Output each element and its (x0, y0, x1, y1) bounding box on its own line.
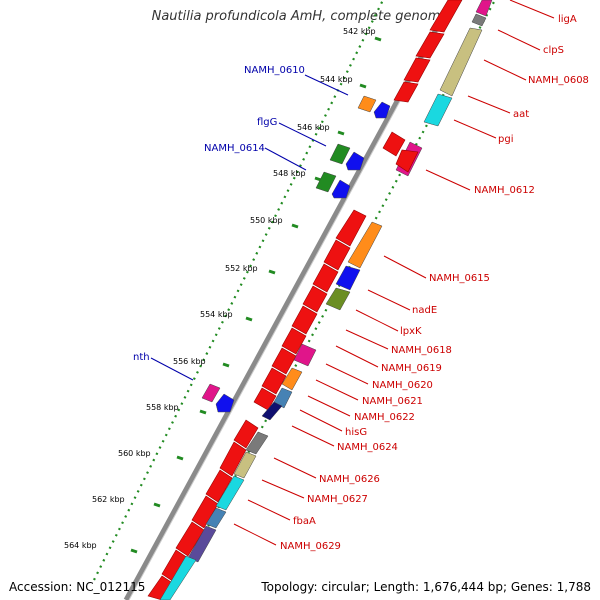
NAMH_0629-block (205, 507, 227, 529)
label-nth: nth (133, 352, 150, 363)
cds-arrow (205, 469, 233, 503)
tick-label-550: 550 kbp (250, 216, 283, 225)
cds-arrow (323, 239, 351, 271)
label-aat: aat (513, 109, 529, 120)
label-NAMH_0619: NAMH_0619 (381, 363, 442, 374)
label-flgG: flgG (257, 117, 277, 128)
NAMH_0614-arrow (331, 179, 351, 199)
label-ligA: ligA (558, 14, 577, 25)
label-NAMH_0629: NAMH_0629 (280, 541, 341, 552)
label-NAMH_0621: NAMH_0621 (362, 396, 423, 407)
clpS-block (471, 13, 487, 27)
nadE-block (335, 265, 361, 291)
cds-arrow (233, 419, 259, 449)
leader-lines (150, 0, 555, 546)
label-NAMH_0612: NAMH_0612 (474, 185, 535, 196)
tick-label-562: 562 kbp (92, 495, 125, 504)
nth-arrow (215, 393, 235, 413)
cds-arrow (393, 81, 419, 103)
cds-arrow (281, 327, 307, 355)
tick-label-546: 546 kbp (297, 123, 330, 132)
forward-cds-track (395, 149, 419, 173)
fbaA-block (215, 475, 245, 511)
tick-label-564: 564 kbp (64, 541, 97, 550)
NAMH_0619-block (293, 343, 317, 367)
tick-label-544: 544 kbp (320, 75, 353, 84)
label-nadE: nadE (412, 305, 437, 316)
tick-marks (130, 36, 382, 554)
label-NAMH_0626: NAMH_0626 (319, 474, 380, 485)
NAMH_0614-block (315, 171, 337, 193)
cds-arrow (335, 209, 367, 247)
label-pgi: pgi (498, 134, 513, 145)
cds-arrow (261, 367, 287, 395)
label-hisG: hisG (345, 427, 367, 438)
tick-label-542: 542 kbp (343, 27, 376, 36)
flgG-arrow (345, 151, 365, 171)
cds-arrow (302, 285, 328, 313)
label-NAMH_0614: NAMH_0614 (204, 143, 265, 154)
map-title: Nautilia profundicola AmH, complete geno… (151, 9, 449, 24)
label-clpS: clpS (543, 45, 564, 56)
cds-arrow (253, 387, 277, 411)
genome-summary-text: Topology: circular; Length: 1,676,444 bp… (261, 580, 591, 594)
cds-arrow (429, 0, 463, 33)
label-NAMH_0624: NAMH_0624 (337, 442, 398, 453)
reverse-cds-track (147, 0, 463, 600)
label-NAMH_0608: NAMH_0608 (528, 75, 589, 86)
label-NAMH_0615: NAMH_0615 (429, 273, 490, 284)
label-NAMH_0618: NAMH_0618 (391, 345, 452, 356)
forward-feature-track (159, 0, 493, 600)
left-features (201, 95, 391, 413)
nth-block (201, 383, 221, 403)
NAMH_0626-block (245, 431, 269, 455)
label-lpxK: lpxK (400, 326, 422, 337)
cds-arrow (415, 31, 445, 59)
NAMH_0621-block (281, 367, 303, 391)
aat-block (423, 93, 453, 127)
hisG-block (261, 401, 283, 421)
cyan-block-bottom (159, 555, 197, 600)
label-NAMH_0620: NAMH_0620 (372, 380, 433, 391)
NAMH_0608-block (439, 27, 483, 97)
tick-label-552: 552 kbp (225, 264, 258, 273)
NAMH_0610-arrow (373, 101, 391, 119)
flgG-block (329, 143, 351, 165)
label-NAMH_0610: NAMH_0610 (244, 65, 305, 76)
label-fbaA: fbaA (293, 516, 316, 527)
label-NAMH_0627: NAMH_0627 (307, 494, 368, 505)
cds-arrow (291, 305, 318, 335)
NAMH_0615-block (347, 221, 383, 269)
ligA-block (475, 0, 493, 17)
accession-text: Accession: NC_012115 (9, 580, 146, 594)
cds-arrow (382, 131, 406, 157)
label-NAMH_0622: NAMH_0622 (354, 412, 415, 423)
tick-label-560: 560 kbp (118, 449, 151, 458)
NAMH_0627-block (233, 451, 257, 479)
tick-label-548: 548 kbp (273, 169, 306, 178)
cds-arrow (403, 57, 431, 83)
tick-label-556: 556 kbp (173, 357, 206, 366)
tick-label-558: 558 kbp (146, 403, 179, 412)
NAMH_0610-block (357, 95, 377, 113)
cds-arrow (312, 263, 339, 293)
lpxK-block (325, 287, 351, 311)
tick-label-554: 554 kbp (200, 310, 233, 319)
cds-arrow (395, 149, 419, 173)
tick-ring (93, 0, 384, 581)
